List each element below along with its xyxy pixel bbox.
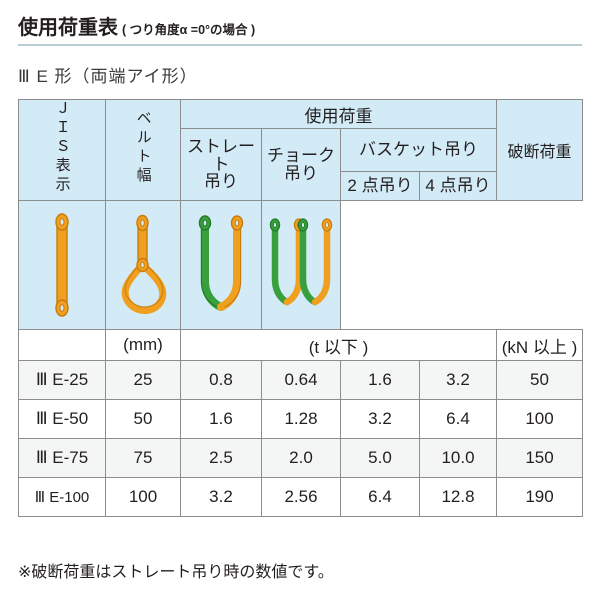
col-header-choke: チョーク 吊り xyxy=(261,128,341,201)
table-row: Ⅲ E-100 100 3.2 2.56 6.4 12.8 190 xyxy=(18,477,583,517)
page-title: 使用荷重表 ( つり角度α =0°の場合 ) xyxy=(18,11,255,40)
cell-basket-4point: 6.4 xyxy=(419,399,497,439)
cell-breaking-load: 150 xyxy=(496,438,583,478)
table-row: Ⅲ E-25 25 0.8 0.64 1.6 3.2 50 xyxy=(18,360,583,400)
col-header-basket-2point: 2 点吊り xyxy=(340,171,420,201)
unit-working-load: (t 以下 ) xyxy=(180,329,497,361)
cell-jis: Ⅲ E-75 xyxy=(18,438,106,478)
cell-choke: 0.64 xyxy=(261,360,341,400)
cell-straight: 2.5 xyxy=(180,438,262,478)
icon-cell-straight xyxy=(18,200,106,330)
col-header-straight-line2: 吊り xyxy=(204,172,238,192)
col-header-basket-group: バスケット吊り xyxy=(340,128,497,172)
col-header-basket-4point: 4 点吊り xyxy=(419,171,497,201)
icon-cell-basket-2point xyxy=(180,200,262,330)
col-header-jis: ＪＩＳ表示 xyxy=(18,99,106,201)
footnote: ※破断荷重はストレート吊り時の数値です。 xyxy=(18,564,334,581)
cell-basket-4point: 10.0 xyxy=(419,438,497,478)
col-header-belt-width-label: ベルト幅 xyxy=(134,109,152,186)
load-capacity-table: ＪＩＳ表示 ベルト幅 使用荷重 破断荷重 ストレート 吊り チョーク 吊り xyxy=(18,99,583,517)
title-divider xyxy=(18,44,582,46)
cell-jis: Ⅲ E-50 xyxy=(18,399,106,439)
straight-sling-icon xyxy=(19,201,105,329)
cell-choke: 2.0 xyxy=(261,438,341,478)
unit-breaking-load: (kN 以上 ) xyxy=(496,329,583,361)
cell-belt-width: 100 xyxy=(105,477,181,517)
cell-belt-width: 50 xyxy=(105,399,181,439)
page-title-note: ( つり角度α =0°の場合 ) xyxy=(122,23,256,37)
cell-basket-2point: 3.2 xyxy=(340,399,420,439)
table-header-row-basket-sub: 2 点吊り 4 点吊り xyxy=(19,171,583,201)
col-header-choke-line1: チョーク xyxy=(267,145,335,165)
unit-belt-width: (mm) xyxy=(105,329,181,361)
col-header-belt-width: ベルト幅 xyxy=(105,99,181,201)
page-title-main: 使用荷重表 xyxy=(18,17,118,39)
cell-basket-2point: 5.0 xyxy=(340,438,420,478)
table-units-row: (mm) (t 以下 ) (kN 以上 ) xyxy=(18,329,583,361)
cell-breaking-load: 100 xyxy=(496,399,583,439)
basket-sling-4point-icon xyxy=(262,201,340,329)
cell-straight: 1.6 xyxy=(180,399,262,439)
cell-belt-width: 75 xyxy=(105,438,181,478)
cell-jis: Ⅲ E-25 xyxy=(18,360,106,400)
col-header-breaking-load-label: 破断荷重 xyxy=(507,144,572,161)
cell-belt-width: 25 xyxy=(105,360,181,400)
icon-cell-choke xyxy=(105,200,181,330)
col-header-jis-label: ＪＩＳ表示 xyxy=(53,100,71,195)
cell-straight: 3.2 xyxy=(180,477,262,517)
table-row: Ⅲ E-50 50 1.6 1.28 3.2 6.4 100 xyxy=(18,399,583,439)
icon-cell-basket-4point xyxy=(261,200,341,330)
cell-choke: 1.28 xyxy=(261,399,341,439)
page-subtitle: Ⅲ E 形（両端アイ形） xyxy=(18,67,198,86)
col-header-straight: ストレート 吊り xyxy=(180,128,262,201)
cell-jis: Ⅲ E-100 xyxy=(18,477,106,517)
table-icon-row xyxy=(18,200,583,330)
choke-sling-icon xyxy=(106,201,180,329)
col-header-working-load-group: 使用荷重 xyxy=(180,99,497,129)
col-header-breaking-load: 破断荷重 xyxy=(496,99,583,201)
cell-basket-4point: 12.8 xyxy=(419,477,497,517)
unit-jis xyxy=(18,329,106,361)
col-header-straight-line1: ストレート xyxy=(187,136,255,174)
col-header-choke-line2: 吊り xyxy=(284,163,318,183)
cell-basket-4point: 3.2 xyxy=(419,360,497,400)
cell-basket-2point: 6.4 xyxy=(340,477,420,517)
table-header-row-types: ストレート 吊り チョーク 吊り バスケット吊り xyxy=(19,128,583,201)
basket-sling-2point-icon xyxy=(181,201,261,329)
cell-breaking-load: 190 xyxy=(496,477,583,517)
cell-basket-2point: 1.6 xyxy=(340,360,420,400)
cell-straight: 0.8 xyxy=(180,360,262,400)
cell-breaking-load: 50 xyxy=(496,360,583,400)
table-header-row-group: ＪＩＳ表示 ベルト幅 使用荷重 破断荷重 xyxy=(18,99,583,201)
cell-choke: 2.56 xyxy=(261,477,341,517)
table-row: Ⅲ E-75 75 2.5 2.0 5.0 10.0 150 xyxy=(18,438,583,478)
